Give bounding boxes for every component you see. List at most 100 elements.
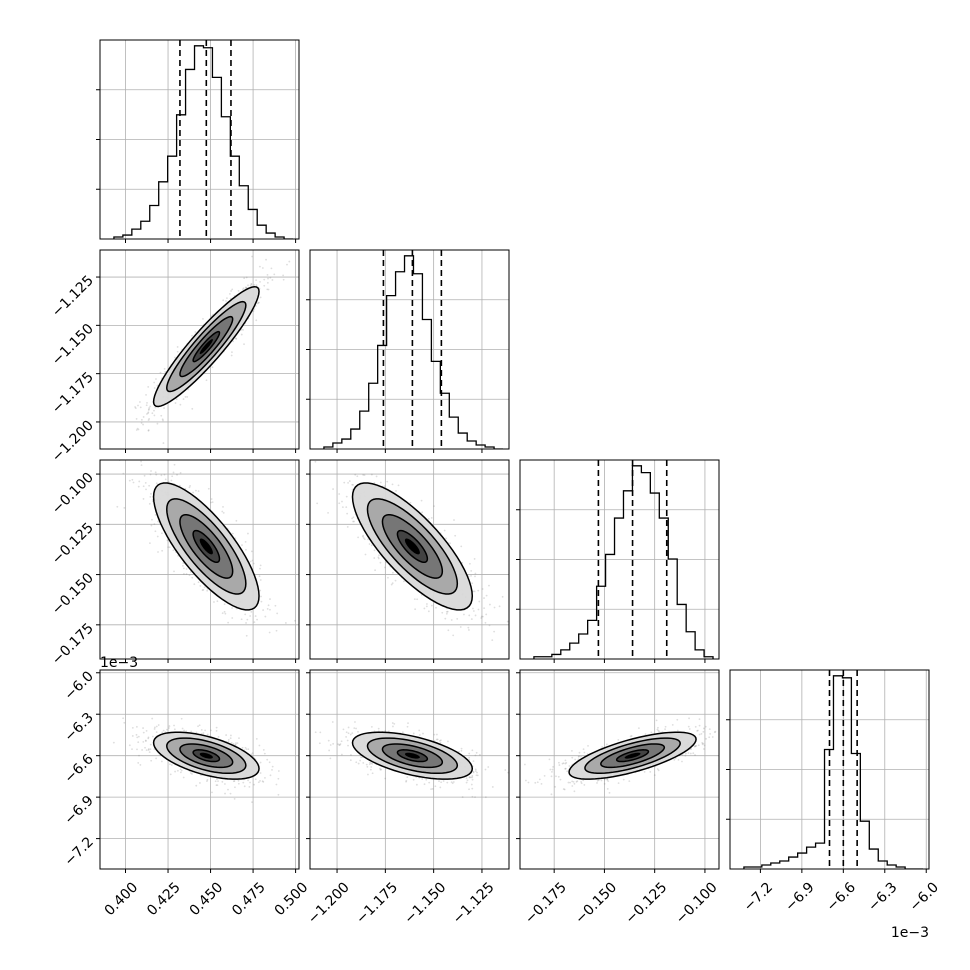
scatter-point xyxy=(578,755,580,758)
scatter-point xyxy=(430,604,433,607)
scatter-point xyxy=(421,778,424,780)
scatter-point xyxy=(485,613,488,616)
scatter-point xyxy=(222,505,224,508)
scatter-point xyxy=(211,791,213,794)
scatter-point xyxy=(153,523,156,526)
x-tick-label: 0.400 xyxy=(102,879,142,919)
scatter-point xyxy=(250,283,253,285)
scatter-point xyxy=(135,418,138,420)
scatter-point xyxy=(251,801,253,804)
scatter-point xyxy=(338,502,341,505)
scatter-point xyxy=(483,597,485,599)
scatter-point xyxy=(147,737,150,740)
scatter-point xyxy=(147,429,150,431)
scatter-point xyxy=(254,305,257,307)
scatter-point xyxy=(201,589,204,592)
scatter-point xyxy=(225,300,227,302)
scatter-point xyxy=(466,779,469,782)
scatter-point xyxy=(370,762,373,765)
scatter-point xyxy=(191,334,193,337)
scatter-point xyxy=(147,411,150,414)
scatter-point xyxy=(149,542,151,544)
scatter-point xyxy=(248,785,251,788)
scatter-point xyxy=(137,741,140,744)
scatter-point xyxy=(253,308,256,310)
scatter-point xyxy=(234,337,237,340)
scatter-point xyxy=(370,544,373,547)
scatter-point xyxy=(431,788,434,790)
scatter-point xyxy=(325,457,327,459)
scatter-point xyxy=(144,746,146,749)
x-tick-label: −1.200 xyxy=(305,879,353,927)
scatter-point xyxy=(271,768,273,771)
scatter-point xyxy=(153,728,156,730)
scatter-point xyxy=(366,765,369,768)
scatter-point xyxy=(155,725,158,728)
scatter-point xyxy=(267,288,270,291)
scatter-point xyxy=(140,418,143,421)
scatter-point xyxy=(454,534,457,537)
scatter-point xyxy=(450,619,453,621)
scatter-point xyxy=(471,749,474,752)
scatter-point xyxy=(244,286,247,289)
scatter-point xyxy=(433,505,435,507)
scatter-point xyxy=(254,778,257,781)
scatter-point xyxy=(596,779,599,782)
scatter-point xyxy=(343,456,345,458)
scatter-point xyxy=(351,517,354,520)
scatter-point xyxy=(327,511,329,514)
scatter-point xyxy=(468,752,471,755)
scatter-point xyxy=(435,606,437,609)
scatter-point xyxy=(262,609,265,611)
scatter-point xyxy=(142,485,145,488)
scatter-point xyxy=(238,737,240,740)
scatter-point xyxy=(262,781,265,783)
scatter-point xyxy=(176,350,179,353)
scatter-point xyxy=(564,767,567,770)
scatter-point xyxy=(472,607,474,610)
scatter-point xyxy=(391,722,394,724)
scatter-point xyxy=(266,281,269,284)
scatter-point xyxy=(471,582,474,585)
scatter-point xyxy=(275,629,278,632)
scatter-point xyxy=(379,767,381,770)
scatter-point xyxy=(274,604,277,607)
scatter-point xyxy=(249,284,252,287)
scatter-point xyxy=(180,717,183,720)
scatter-point xyxy=(175,398,178,401)
y-tick-label: −1.200 xyxy=(49,417,97,465)
scatter-point xyxy=(364,553,367,556)
scatter-point xyxy=(423,783,426,786)
scatter-point xyxy=(474,614,477,617)
scatter-point xyxy=(484,796,487,799)
scatter-point xyxy=(136,427,139,430)
scatter-point xyxy=(173,463,176,466)
contour-line xyxy=(152,482,260,611)
scatter-point xyxy=(135,429,138,431)
scatter-point xyxy=(438,780,440,783)
scatter-point xyxy=(224,792,226,795)
scatter-point xyxy=(245,286,248,289)
scatter-point xyxy=(347,744,349,747)
scatter-point xyxy=(151,735,154,738)
scatter-point xyxy=(491,786,494,788)
scatter-point xyxy=(430,788,432,791)
scatter-point xyxy=(150,524,153,527)
scatter-point xyxy=(206,589,209,592)
scatter-point xyxy=(162,442,165,444)
scatter-point xyxy=(244,541,247,543)
scatter-point xyxy=(260,595,262,598)
scatter-point xyxy=(134,406,136,408)
scatter-point xyxy=(225,734,228,736)
scatter-point xyxy=(170,479,173,482)
scatter-point xyxy=(332,742,335,745)
scatter-point xyxy=(360,756,362,759)
scatter-point xyxy=(195,731,198,734)
scatter-point xyxy=(269,276,272,279)
scatter-point xyxy=(145,749,148,752)
scatter-point xyxy=(255,737,258,740)
scatter-point xyxy=(192,491,194,494)
scatter-point xyxy=(471,795,474,798)
scatter-point xyxy=(146,401,148,404)
